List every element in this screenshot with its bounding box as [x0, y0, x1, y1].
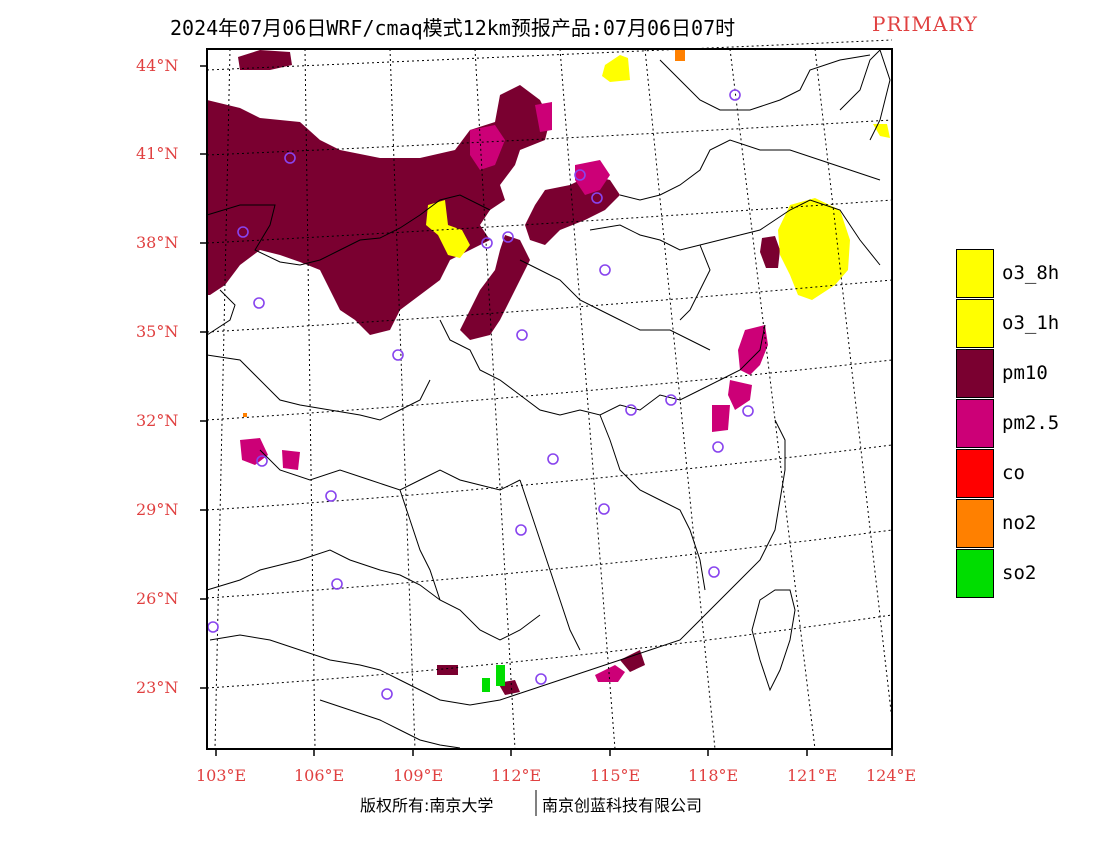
legend-label: so2: [1002, 562, 1037, 584]
pm25-region-inner: [535, 102, 552, 132]
legend-item-o3-8h: o3_8h: [956, 249, 1096, 299]
legend-swatch: [956, 249, 994, 298]
o3-region-north: [602, 55, 630, 82]
legend-item-pm10: pm10: [956, 349, 1096, 399]
copyright-owner: 版权所有:南京大学: [360, 796, 494, 815]
pollutant-legend: o3_8h o3_1h pm10 pm2.5 co no2 so2: [956, 249, 1096, 599]
pm10-region-central: [460, 235, 530, 340]
pm10-region-east: [760, 236, 780, 268]
pm10-region-south: [620, 650, 645, 672]
pm25-region-sichuan: [240, 438, 300, 470]
lon-label-109: 109°E: [393, 766, 444, 785]
map-content: [206, 39, 893, 750]
stations: [207, 89, 754, 700]
lon-label-124: 124°E: [866, 766, 917, 785]
legend-label: o3_1h: [1002, 312, 1060, 334]
lon-label-103: 103°E: [196, 766, 247, 785]
pm10-region-northwest: [207, 85, 550, 335]
legend-item-so2: so2: [956, 549, 1096, 599]
lat-label-23: 23°N: [136, 678, 179, 697]
pm25-region-north: [470, 125, 505, 170]
boundaries: [206, 49, 891, 749]
lat-label-35: 35°N: [136, 322, 179, 341]
no2-region-small: [243, 413, 247, 417]
pm25-region-hebei: [575, 160, 610, 195]
so2-region: [482, 665, 505, 692]
no2-region: [675, 49, 685, 61]
legend-label: pm2.5: [1002, 412, 1060, 434]
map-frame: [206, 48, 893, 750]
lon-label-115: 115°E: [590, 766, 641, 785]
o3-region-northeast: [873, 124, 890, 138]
legend-swatch: [956, 449, 994, 498]
lat-label-44: 44°N: [136, 56, 179, 75]
legend-swatch: [956, 549, 994, 598]
pm25-region-shandong: [738, 325, 768, 375]
lon-label-121: 121°E: [787, 766, 838, 785]
legend-label: no2: [1002, 512, 1037, 534]
legend-item-no2: no2: [956, 499, 1096, 549]
legend-label: o3_8h: [1002, 262, 1060, 284]
map-title: 2024年07月06日WRF/cmaq模式12km预报产品:07月06日07时: [170, 16, 736, 40]
pm25-region-jiangsu: [712, 380, 752, 432]
legend-swatch: [956, 499, 994, 548]
legend-item-co: co: [956, 449, 1096, 499]
pm25-region-guangdong: [595, 665, 625, 682]
lat-label-41: 41°N: [136, 144, 179, 163]
lat-label-38: 38°N: [136, 233, 179, 252]
lat-label-32: 32°N: [136, 411, 179, 430]
legend-item-o3-1h: o3_1h: [956, 299, 1096, 349]
lon-label-112: 112°E: [491, 766, 542, 785]
o3-region-yellow-sea: [778, 198, 850, 300]
legend-label: pm10: [1002, 362, 1048, 384]
legend-item-pm25: pm2.5: [956, 399, 1096, 449]
legend-swatch: [956, 399, 994, 448]
lon-label-106: 106°E: [294, 766, 345, 785]
legend-label: co: [1002, 462, 1025, 484]
primary-tag: PRIMARY: [872, 12, 978, 36]
lat-label-29: 29°N: [136, 500, 179, 519]
lon-label-118: 118°E: [688, 766, 739, 785]
copyright-company: 南京创蓝科技有限公司: [542, 796, 703, 815]
lat-label-26: 26°N: [136, 589, 179, 608]
legend-swatch: [956, 349, 994, 398]
pm10-region-north-top: [238, 50, 292, 70]
pm10-region-guangdong: [437, 665, 520, 695]
legend-swatch: [956, 299, 994, 348]
graticule: [206, 39, 893, 750]
axis-ticks: [200, 65, 893, 756]
